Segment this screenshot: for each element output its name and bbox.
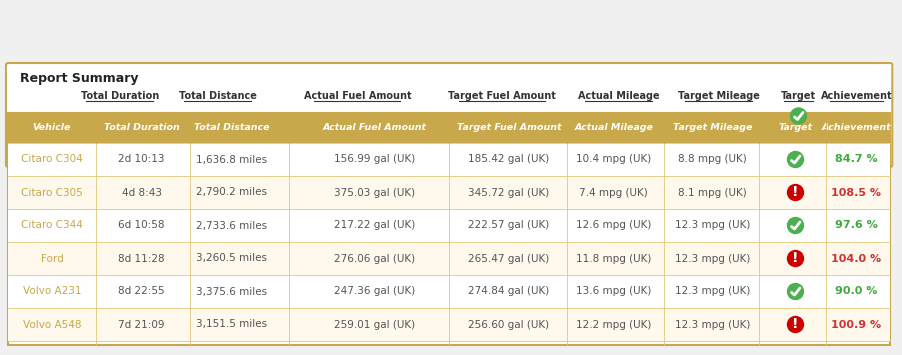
Text: 2,790.2 miles: 2,790.2 miles <box>196 187 267 197</box>
Text: 256.60 gal (UK): 256.60 gal (UK) <box>468 320 549 329</box>
Circle shape <box>790 108 806 124</box>
Text: 222.57 gal (UK): 222.57 gal (UK) <box>468 220 549 230</box>
Circle shape <box>787 152 804 168</box>
Bar <box>8 275 890 308</box>
Text: 11.8 mpg (UK): 11.8 mpg (UK) <box>576 253 651 263</box>
Text: !: ! <box>792 185 799 199</box>
Text: 3,375.6 miles: 3,375.6 miles <box>196 286 267 296</box>
Text: 108.5 %: 108.5 % <box>832 187 881 197</box>
Text: Report Summary: Report Summary <box>20 72 139 85</box>
Text: 13.6 mpg (UK): 13.6 mpg (UK) <box>576 286 651 296</box>
Bar <box>8 209 890 242</box>
Text: Total Distance: Total Distance <box>179 91 256 101</box>
Text: Actual Mileage: Actual Mileage <box>575 124 653 132</box>
FancyBboxPatch shape <box>6 63 892 167</box>
Text: 16,948.2 miles: 16,948.2 miles <box>179 123 256 133</box>
Text: 8.8 mpg (UK): 8.8 mpg (UK) <box>678 154 747 164</box>
Text: Actual Fuel Amount: Actual Fuel Amount <box>303 91 411 101</box>
Text: !: ! <box>792 317 799 331</box>
Text: 217.22 gal (UK): 217.22 gal (UK) <box>334 220 415 230</box>
Text: 2d 10:13: 2d 10:13 <box>118 154 165 164</box>
Text: 98.8 %: 98.8 % <box>835 123 878 133</box>
Text: 84.7 %: 84.7 % <box>835 154 878 164</box>
Text: 247.36 gal (UK): 247.36 gal (UK) <box>334 286 415 296</box>
Text: Total Duration: Total Duration <box>104 124 179 132</box>
Text: 12.3 mpg (UK): 12.3 mpg (UK) <box>675 253 750 263</box>
Text: Target Mileage: Target Mileage <box>677 91 759 101</box>
Text: 274.84 gal (UK): 274.84 gal (UK) <box>468 286 549 296</box>
Text: 2,733.6 miles: 2,733.6 miles <box>196 220 267 230</box>
Text: Achievement: Achievement <box>821 91 892 101</box>
Text: 259.01 gal (UK): 259.01 gal (UK) <box>334 320 415 329</box>
Text: Achievement: Achievement <box>822 124 891 132</box>
Text: 104.0 %: 104.0 % <box>832 253 881 263</box>
Text: 6d 10:58: 6d 10:58 <box>118 220 165 230</box>
Text: Ford: Ford <box>41 253 63 263</box>
Text: 375.03 gal (UK): 375.03 gal (UK) <box>334 187 415 197</box>
Circle shape <box>787 284 804 300</box>
Text: 12.3 mpg (UK): 12.3 mpg (UK) <box>675 220 750 230</box>
Bar <box>8 176 890 209</box>
Circle shape <box>787 185 804 201</box>
Text: Target Mileage: Target Mileage <box>673 124 752 132</box>
Text: Target: Target <box>781 91 816 101</box>
Bar <box>8 113 890 345</box>
Text: Citaro C304: Citaro C304 <box>21 154 83 164</box>
Circle shape <box>787 317 804 333</box>
Text: Vehicle: Vehicle <box>32 124 71 132</box>
Text: 185.42 gal (UK): 185.42 gal (UK) <box>468 154 549 164</box>
Text: Volvo A548: Volvo A548 <box>23 320 81 329</box>
Text: Total Distance: Total Distance <box>194 124 270 132</box>
Text: !: ! <box>792 251 799 265</box>
Text: Actual Mileage: Actual Mileage <box>578 91 659 101</box>
Text: Target Fuel Amount: Target Fuel Amount <box>456 124 561 132</box>
Text: 12.2 mpg (UK): 12.2 mpg (UK) <box>576 320 651 329</box>
Text: 7d 21:09: 7d 21:09 <box>118 320 165 329</box>
Bar <box>8 308 890 341</box>
Text: 97.6 %: 97.6 % <box>835 220 878 230</box>
Text: Total Duration: Total Duration <box>80 91 159 101</box>
Text: 276.06 gal (UK): 276.06 gal (UK) <box>334 253 415 263</box>
Text: 38d 13:30: 38d 13:30 <box>93 123 146 133</box>
Text: 3,260.5 miles: 3,260.5 miles <box>196 253 267 263</box>
Text: 10.4 mpg (UK): 10.4 mpg (UK) <box>576 154 651 164</box>
Text: 12.3 mpg (UK): 12.3 mpg (UK) <box>675 320 750 329</box>
Text: 156.99 gal (UK): 156.99 gal (UK) <box>334 154 415 164</box>
Text: 12.6 mpg (UK): 12.6 mpg (UK) <box>576 220 651 230</box>
Text: 90.0 %: 90.0 % <box>835 286 878 296</box>
Bar <box>8 242 890 275</box>
Text: 8d 22:55: 8d 22:55 <box>118 286 165 296</box>
Text: 7.4 mpg (UK): 7.4 mpg (UK) <box>579 187 649 197</box>
Bar <box>8 143 890 176</box>
Text: Volvo A231: Volvo A231 <box>23 286 81 296</box>
Text: 8.1 mpg (UK): 8.1 mpg (UK) <box>678 187 747 197</box>
Text: Target Fuel Amount: Target Fuel Amount <box>448 91 556 101</box>
Text: Target: Target <box>778 124 813 132</box>
Circle shape <box>787 218 804 234</box>
Text: 345.72 gal (UK): 345.72 gal (UK) <box>468 187 549 197</box>
Circle shape <box>787 251 804 267</box>
Text: 1,636.8 miles: 1,636.8 miles <box>196 154 267 164</box>
Text: Actual Fuel Amount: Actual Fuel Amount <box>322 124 427 132</box>
Text: 3,151.5 miles: 3,151.5 miles <box>196 320 267 329</box>
Text: 100.9 %: 100.9 % <box>832 320 881 329</box>
Text: 265.47 gal (UK): 265.47 gal (UK) <box>468 253 549 263</box>
Text: 4d 8:43: 4d 8:43 <box>122 187 161 197</box>
Text: Citaro C344: Citaro C344 <box>21 220 83 230</box>
Text: 10.9 mpg (UK): 10.9 mpg (UK) <box>681 123 756 133</box>
Text: 1,531.66 gal (UK): 1,531.66 gal (UK) <box>312 123 403 133</box>
Text: 8d 11:28: 8d 11:28 <box>118 253 165 263</box>
Text: 11.1 mpg (UK): 11.1 mpg (UK) <box>581 123 657 133</box>
Text: Citaro C305: Citaro C305 <box>21 187 83 197</box>
Bar <box>8 113 890 143</box>
Text: 12.3 mpg (UK): 12.3 mpg (UK) <box>675 286 750 296</box>
Text: 1,550.63 gal (UK): 1,550.63 gal (UK) <box>456 123 548 133</box>
